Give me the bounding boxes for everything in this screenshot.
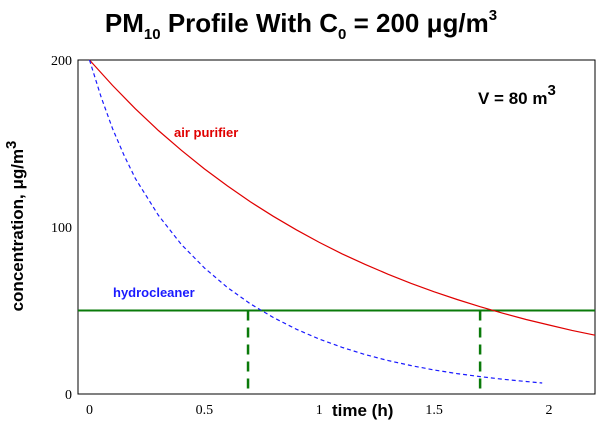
series-line-hydrocleaner bbox=[88, 59, 543, 384]
chart-marks bbox=[78, 59, 596, 394]
volume-annotation-superscript: 3 bbox=[547, 82, 555, 99]
series-label-air-purifier: air purifier bbox=[174, 125, 238, 140]
title-middle: Profile With C bbox=[161, 8, 339, 38]
y-tick-label: 100 bbox=[51, 221, 72, 236]
x-tick-label: 0 bbox=[86, 403, 93, 418]
plot-frame bbox=[77, 59, 596, 395]
x-tick-label: 0.5 bbox=[196, 403, 214, 418]
title-superscript: 3 bbox=[489, 7, 497, 24]
x-tick-label: 1.5 bbox=[425, 403, 443, 418]
x-axis-label: time (h) bbox=[332, 401, 393, 420]
y-axis-label: concentration, μg/m3 bbox=[3, 141, 27, 312]
x-tick-label: 2 bbox=[546, 403, 553, 418]
title-prefix: PM bbox=[105, 8, 144, 38]
series-line-air-purifier bbox=[89, 59, 596, 336]
tick-labels: 0 0.5 1 1.5 2 0 100 200 bbox=[51, 54, 553, 418]
volume-annotation: V = 80 m3 bbox=[478, 82, 556, 108]
title-suffix: = 200 μg/m bbox=[346, 8, 488, 38]
x-tick-label: 1 bbox=[316, 403, 323, 418]
y-tick-label: 200 bbox=[51, 54, 72, 69]
title-subscript2: 0 bbox=[338, 26, 346, 43]
y-tick-label: 0 bbox=[65, 388, 72, 403]
series-label-hydrocleaner: hydrocleaner bbox=[113, 285, 195, 300]
volume-annotation-text: V = 80 m bbox=[478, 89, 547, 108]
title-subscript: 10 bbox=[144, 26, 161, 43]
y-axis-label-superscript: 3 bbox=[3, 141, 20, 149]
chart-title: PM10 Profile With C0 = 200 μg/m3 bbox=[105, 7, 497, 43]
y-axis-label-text: concentration, μg/m bbox=[8, 149, 27, 311]
